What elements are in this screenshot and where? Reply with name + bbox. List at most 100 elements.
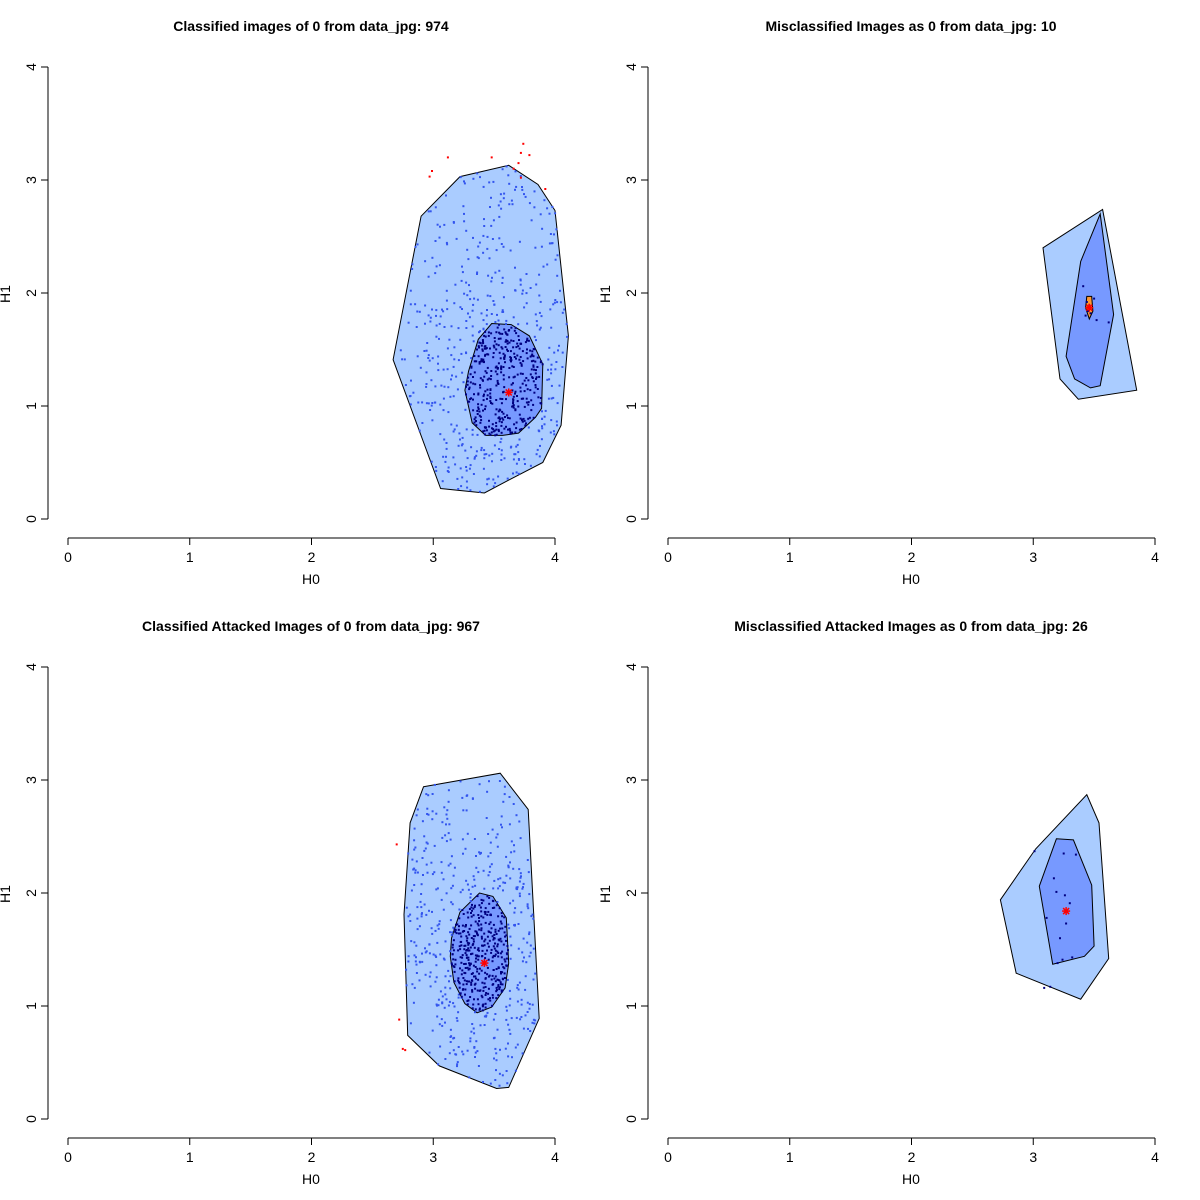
data-point xyxy=(538,375,541,378)
data-point xyxy=(436,223,439,226)
data-point xyxy=(482,430,485,433)
data-point xyxy=(497,915,500,918)
data-point xyxy=(435,335,438,338)
data-point xyxy=(482,916,485,919)
data-point xyxy=(470,365,473,368)
data-point xyxy=(470,912,472,914)
data-point xyxy=(431,308,433,311)
outlier-point xyxy=(404,1049,407,1052)
data-point xyxy=(418,429,421,432)
data-point xyxy=(481,981,484,984)
data-point xyxy=(494,928,497,931)
data-point xyxy=(452,365,455,368)
data-point xyxy=(472,473,475,475)
data-point xyxy=(479,384,481,387)
data-point xyxy=(420,906,423,909)
data-point xyxy=(524,1014,527,1017)
data-point xyxy=(476,256,479,259)
y-tick-label: 0 xyxy=(23,1115,39,1123)
data-point xyxy=(466,248,469,251)
data-point xyxy=(459,967,461,970)
data-point xyxy=(489,295,492,298)
data-point xyxy=(481,996,484,999)
data-point xyxy=(436,887,439,890)
data-point xyxy=(505,855,508,858)
y-tick-label: 0 xyxy=(623,515,639,523)
data-point xyxy=(554,258,557,261)
data-point xyxy=(434,980,437,983)
data-point xyxy=(487,855,490,858)
data-point xyxy=(486,309,488,311)
data-point xyxy=(413,867,416,870)
data-point xyxy=(473,838,476,840)
data-point xyxy=(476,989,479,992)
data-point xyxy=(456,1065,458,1068)
data-point xyxy=(478,346,480,349)
data-point xyxy=(464,972,467,975)
data-point xyxy=(419,366,422,369)
data-point xyxy=(493,1057,495,1060)
data-point xyxy=(446,809,449,812)
data-point xyxy=(469,996,472,998)
data-point xyxy=(421,820,424,823)
data-point xyxy=(502,412,505,415)
data-point xyxy=(505,957,508,960)
data-point xyxy=(498,448,501,450)
data-point xyxy=(1095,319,1098,322)
data-point xyxy=(526,1001,529,1004)
data-point xyxy=(483,449,486,452)
data-point xyxy=(442,368,445,371)
data-point xyxy=(450,855,453,858)
data-point xyxy=(446,308,449,311)
data-point xyxy=(518,240,521,243)
data-point xyxy=(519,417,522,420)
data-point xyxy=(484,912,487,915)
data-point xyxy=(416,310,419,313)
data-point xyxy=(528,202,531,205)
data-point xyxy=(460,352,463,355)
data-point xyxy=(514,326,517,329)
data-point xyxy=(479,1024,482,1027)
data-point xyxy=(526,1011,529,1013)
data-point xyxy=(504,346,507,348)
data-point xyxy=(509,877,512,880)
data-point xyxy=(513,453,516,456)
data-point xyxy=(424,304,427,307)
data-point xyxy=(471,909,473,912)
data-point xyxy=(507,923,510,926)
data-point xyxy=(484,405,487,408)
x-tick-label: 1 xyxy=(186,1149,194,1165)
data-point xyxy=(500,989,503,992)
data-point xyxy=(429,985,432,988)
data-point xyxy=(508,927,511,930)
data-point xyxy=(409,395,412,397)
data-point xyxy=(495,836,498,839)
data-point xyxy=(502,378,505,381)
data-point xyxy=(497,362,500,365)
data-point xyxy=(494,1047,497,1050)
data-point xyxy=(473,418,476,421)
data-point xyxy=(451,884,454,887)
y-tick-label: 4 xyxy=(623,663,639,671)
data-point xyxy=(482,409,484,412)
data-point xyxy=(441,1024,444,1027)
data-point xyxy=(449,862,452,865)
data-point xyxy=(509,359,512,362)
data-point xyxy=(536,448,539,451)
outlier-point xyxy=(490,156,493,159)
data-point xyxy=(505,934,508,937)
data-point xyxy=(472,914,475,917)
data-point xyxy=(482,185,485,188)
data-point xyxy=(536,366,539,368)
data-point xyxy=(481,348,484,351)
data-point xyxy=(496,950,499,953)
data-point xyxy=(468,933,471,936)
data-point xyxy=(457,359,460,362)
data-point xyxy=(478,783,481,786)
data-point xyxy=(459,306,462,309)
data-point xyxy=(529,951,532,954)
data-point xyxy=(530,354,533,357)
data-point xyxy=(465,466,468,468)
data-point xyxy=(444,940,447,943)
data-point xyxy=(511,389,514,392)
